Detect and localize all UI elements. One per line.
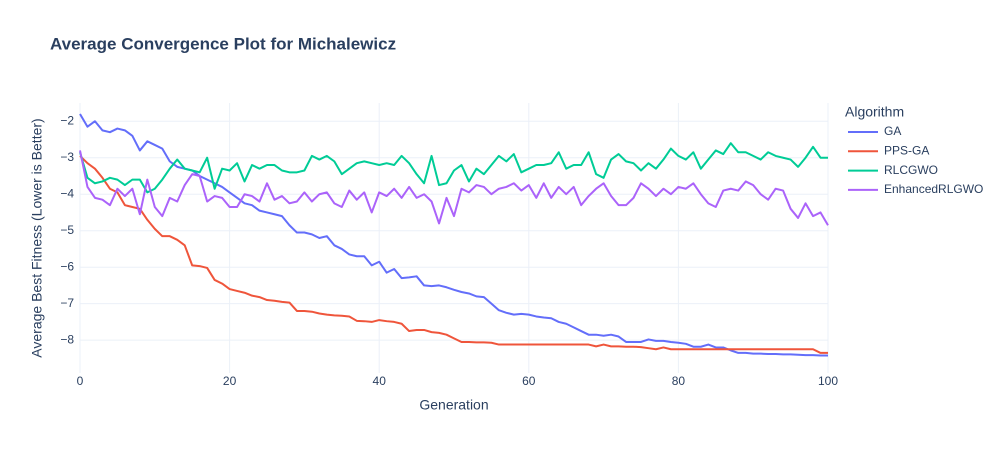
legend-label: EnhancedRLGWO [884, 182, 983, 196]
series-line [79, 155, 828, 354]
x-tick-label: 80 [672, 374, 686, 388]
series-line [79, 142, 828, 194]
legend-label: PPS-GA [884, 143, 929, 157]
legend-label: RLCGWO [884, 163, 938, 177]
legend-label: GA [884, 124, 901, 138]
x-axis-title: Generation [419, 397, 488, 413]
y-tick-label: −8 [60, 332, 74, 346]
y-tick-label: −4 [60, 186, 74, 200]
x-tick-label: 0 [77, 374, 84, 388]
x-tick-label: 60 [522, 374, 536, 388]
y-tick-label: −6 [60, 259, 74, 273]
legend-title: Algorithm [845, 104, 904, 120]
series-line [79, 150, 829, 226]
chart-title: Average Convergence Plot for Michalewicz [50, 34, 396, 53]
y-tick-label: −3 [60, 150, 74, 164]
x-tick-label: 40 [373, 374, 387, 388]
series-line [79, 113, 828, 357]
x-tick-label: 100 [818, 374, 838, 388]
grid [79, 103, 829, 373]
x-tick-label: 20 [223, 374, 237, 388]
y-tick-label: −2 [60, 113, 74, 127]
y-tick-label: −7 [60, 296, 74, 310]
plot-area [79, 113, 829, 357]
y-tick-label: −5 [60, 223, 74, 237]
y-axis-title: Average Best Fitness (Lower is Better) [29, 118, 45, 357]
